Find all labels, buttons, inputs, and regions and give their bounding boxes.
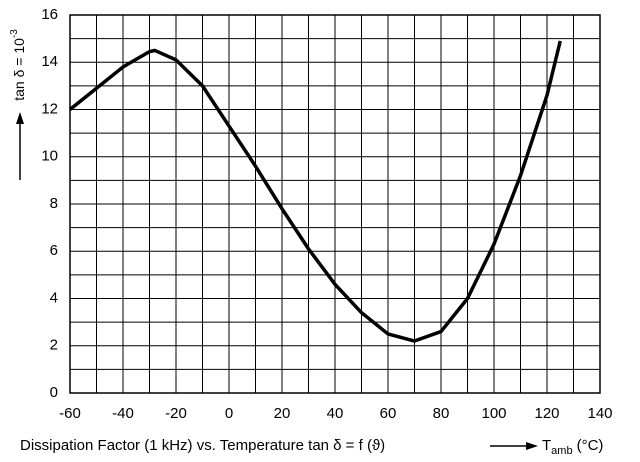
y-tick-label: 6 [50, 242, 58, 259]
x-tick-label: 100 [481, 405, 506, 422]
x-label-unit: (°C) [577, 437, 604, 454]
y-tick-label: 14 [41, 53, 58, 70]
x-tick-label: 120 [534, 405, 559, 422]
data-line [68, 40, 562, 343]
x-label-subscript: amb [551, 445, 572, 457]
x-tick-label: 40 [327, 405, 344, 422]
y-tick-label: 8 [50, 195, 58, 212]
x-tick-label: -60 [59, 405, 81, 422]
y-axis-arrowhead [16, 112, 24, 124]
y-label-exponent: -3 [9, 29, 20, 38]
x-tick-label: -20 [165, 405, 187, 422]
y-tick-label: 4 [50, 289, 58, 306]
y-label-base: tan δ = 10 [11, 38, 27, 101]
x-label-symbol: T [542, 437, 551, 454]
x-tick-label: 60 [380, 405, 397, 422]
caption: Dissipation Factor (1 kHz) vs. Temperatu… [20, 437, 385, 454]
y-tick-label: 2 [50, 337, 58, 354]
y-axis-label: tan δ = 10-3 [9, 29, 27, 101]
y-tick-label: 0 [50, 384, 58, 401]
y-tick-label: 10 [41, 148, 58, 165]
x-axis-label: Tamb (°C) [542, 437, 603, 457]
y-tick-label: 16 [41, 6, 58, 23]
x-tick-label: 0 [225, 405, 233, 422]
svg-text:tan δ = 10-3: tan δ = 10-3 [9, 29, 27, 101]
x-tick-label: 140 [587, 405, 612, 422]
x-tick-label: 80 [433, 405, 450, 422]
x-axis-arrowhead [526, 442, 538, 450]
x-tick-label: 20 [274, 405, 291, 422]
y-tick-label: 12 [41, 100, 58, 117]
x-tick-label: -40 [112, 405, 134, 422]
